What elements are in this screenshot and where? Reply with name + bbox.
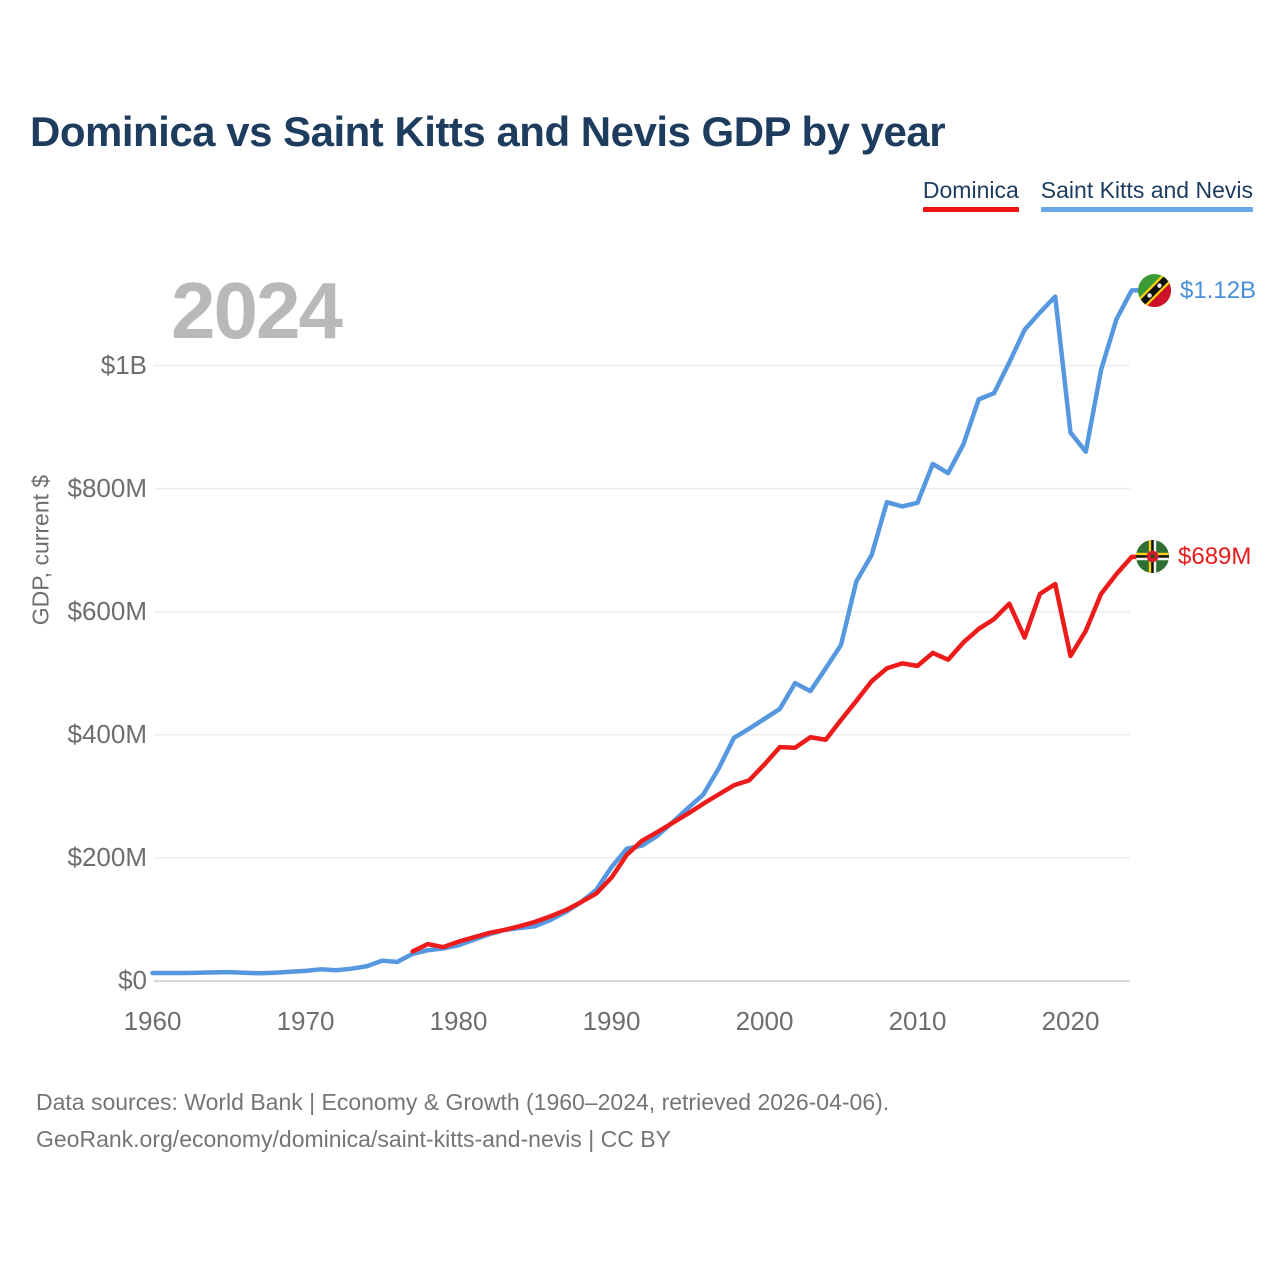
series-end-label-saint-kitts-and-nevis: $1.12B <box>1138 274 1256 307</box>
x-axis-tick-label: 2020 <box>1041 1006 1100 1036</box>
year-watermark: 2024 <box>171 266 343 355</box>
x-axis-tick-label: 1980 <box>429 1006 488 1036</box>
series-line-saint-kitts-and-nevis <box>150 288 1153 976</box>
legend-underline-dominica <box>922 207 1019 212</box>
series-end-value-saint-kitts-and-nevis: $1.12B <box>1180 276 1257 304</box>
chart-legend: Dominica Saint Kitts and Nevis <box>922 177 1253 212</box>
y-axis-tick-label: $400M <box>67 718 148 749</box>
legend-item-dominica[interactable]: Dominica <box>922 177 1019 212</box>
x-axis-tick-label: 2010 <box>888 1006 947 1036</box>
footer-data-sources: Data sources: World Bank | Economy & Gro… <box>36 1089 890 1115</box>
footer: Data sources: World Bank | Economy & Gro… <box>36 1084 889 1158</box>
legend-item-saint-kitts-and-nevis[interactable]: Saint Kitts and Nevis <box>1040 177 1253 212</box>
legend-underline-saint-kitts-and-nevis <box>1040 207 1253 212</box>
y-axis-tick-label: $800M <box>67 472 148 503</box>
x-axis-tick-label: 2000 <box>735 1006 794 1036</box>
footer-attribution[interactable]: GeoRank.org/economy/dominica/saint-kitts… <box>36 1126 671 1152</box>
y-axis-tick-label: $600M <box>67 595 148 626</box>
series-end-label-dominica: $689M <box>1136 540 1251 573</box>
x-axis-tick-label: 1990 <box>582 1006 641 1036</box>
y-axis-tick-label: $1B <box>100 349 147 380</box>
legend-label-dominica: Dominica <box>922 177 1019 203</box>
x-axis-tick-label: 1960 <box>123 1006 182 1036</box>
saint-kitts-and-nevis-flag-icon <box>1138 274 1171 307</box>
y-axis-tick-label: $200M <box>67 841 148 872</box>
x-axis-tick-label: 1970 <box>276 1006 335 1036</box>
page-title: Dominica vs Saint Kitts and Nevis GDP by… <box>30 108 946 155</box>
y-axis-tick-label: $0 <box>118 965 147 995</box>
legend-label-saint-kitts-and-nevis: Saint Kitts and Nevis <box>1040 177 1253 203</box>
series-end-value-dominica: $689M <box>1178 542 1252 570</box>
series-line-dominica <box>410 554 1153 954</box>
dominica-flag-icon <box>1136 540 1169 573</box>
